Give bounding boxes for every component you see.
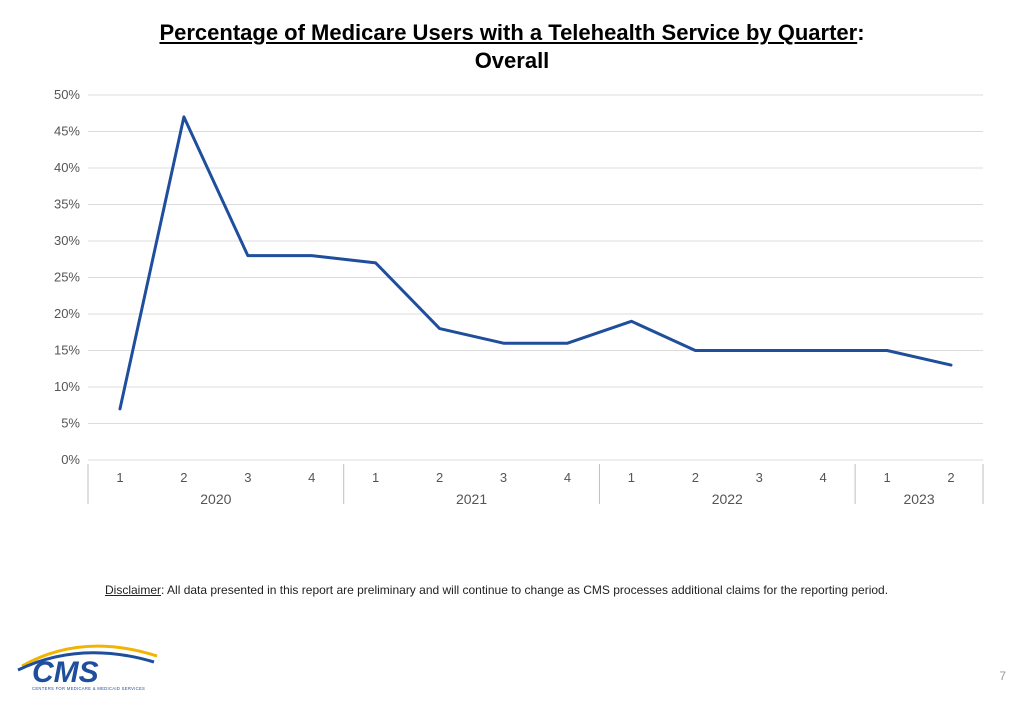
cms-logo-svg: CMS CENTERS FOR MEDICARE & MEDICAID SERV… [12, 638, 162, 693]
logo-text: CMS [32, 656, 99, 689]
svg-text:4: 4 [564, 470, 571, 485]
chart-title-wrapper: Percentage of Medicare Users with a Tele… [0, 0, 1024, 74]
svg-text:50%: 50% [54, 90, 80, 102]
svg-text:3: 3 [500, 470, 507, 485]
chart-title-sep: : [857, 20, 864, 45]
svg-text:1: 1 [883, 470, 890, 485]
svg-text:2: 2 [436, 470, 443, 485]
svg-text:2: 2 [947, 470, 954, 485]
svg-text:2: 2 [692, 470, 699, 485]
svg-text:5%: 5% [61, 416, 80, 431]
svg-text:0%: 0% [61, 452, 80, 467]
logo-subtext: CENTERS FOR MEDICARE & MEDICAID SERVICES [32, 686, 145, 691]
svg-text:10%: 10% [54, 379, 80, 394]
disclaimer-text: Disclaimer: All data presented in this r… [105, 582, 925, 599]
svg-text:1: 1 [628, 470, 635, 485]
svg-text:2020: 2020 [200, 491, 231, 507]
svg-text:3: 3 [244, 470, 251, 485]
svg-text:15%: 15% [54, 343, 80, 358]
chart-title: Percentage of Medicare Users with a Tele… [159, 20, 864, 45]
svg-text:30%: 30% [54, 233, 80, 248]
svg-text:2021: 2021 [456, 491, 487, 507]
svg-text:4: 4 [820, 470, 827, 485]
line-chart: 0% 5% 10% 15% 20% 25% 30% 35% 40% 45% 50% 1 2 3 4 1 2 3 4 1… [30, 90, 990, 510]
svg-text:20%: 20% [54, 306, 80, 321]
svg-text:2022: 2022 [712, 491, 743, 507]
svg-text:1: 1 [116, 470, 123, 485]
svg-text:4: 4 [308, 470, 315, 485]
svg-text:2023: 2023 [903, 491, 934, 507]
disclaimer-body: : All data presented in this report are … [161, 583, 888, 597]
svg-text:35%: 35% [54, 197, 80, 212]
svg-text:2: 2 [180, 470, 187, 485]
svg-text:45%: 45% [54, 124, 80, 139]
chart-subtitle: Overall [0, 48, 1024, 74]
cms-logo: CMS CENTERS FOR MEDICARE & MEDICAID SERV… [12, 638, 162, 693]
chart-title-main: Percentage of Medicare Users with a Tele… [159, 20, 857, 45]
page-number: 7 [999, 669, 1006, 683]
svg-text:3: 3 [756, 470, 763, 485]
chart-svg: 0% 5% 10% 15% 20% 25% 30% 35% 40% 45% 50% 1 2 3 4 1 2 3 4 1… [30, 90, 990, 510]
disclaimer-label: Disclaimer [105, 583, 161, 597]
svg-text:25%: 25% [54, 270, 80, 285]
svg-text:40%: 40% [54, 160, 80, 175]
svg-text:1: 1 [372, 470, 379, 485]
